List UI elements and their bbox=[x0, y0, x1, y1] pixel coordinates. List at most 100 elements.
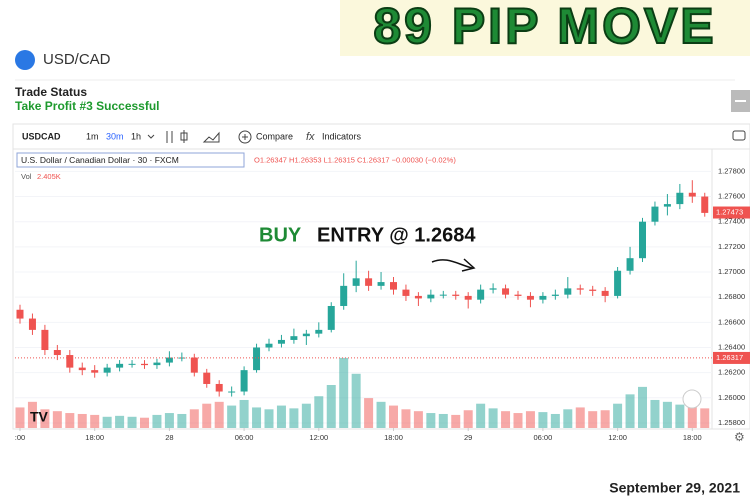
volume-bar bbox=[364, 398, 374, 428]
candle-body bbox=[626, 258, 634, 271]
legend-box bbox=[16, 152, 245, 168]
candle-body bbox=[390, 282, 397, 290]
volume-bar bbox=[164, 413, 174, 428]
candle-body bbox=[66, 355, 74, 368]
compare-icon[interactable] bbox=[238, 130, 252, 144]
candle-body bbox=[639, 221, 646, 259]
volume-bar bbox=[563, 409, 573, 428]
candle-body bbox=[477, 289, 485, 300]
candle-body bbox=[365, 278, 373, 286]
last-price-label: 1.26317 bbox=[716, 353, 743, 362]
candle-body bbox=[265, 343, 273, 348]
volume-bar bbox=[538, 412, 548, 428]
volume-bar bbox=[438, 413, 448, 428]
volume-bar bbox=[90, 414, 100, 428]
volume-bar bbox=[52, 411, 62, 428]
candle-body bbox=[228, 391, 236, 393]
volume-bar bbox=[488, 408, 498, 428]
dropdown-icon[interactable] bbox=[147, 134, 155, 139]
x-tick-label: 06:00 bbox=[235, 433, 254, 442]
status-label: Trade Status bbox=[15, 85, 87, 99]
annotation-arrow bbox=[431, 258, 476, 272]
candle-body bbox=[414, 295, 422, 299]
toolbar-symbol[interactable]: USDCAD bbox=[22, 131, 61, 141]
candle-body bbox=[116, 363, 124, 368]
x-tick-label: 29 bbox=[464, 433, 472, 442]
volume-bar bbox=[239, 399, 249, 428]
candle-body bbox=[302, 333, 310, 337]
compare-plus bbox=[242, 134, 248, 140]
annotation-buy: BUY bbox=[259, 224, 302, 246]
volume-bar bbox=[413, 411, 423, 428]
compare[interactable]: Compare bbox=[256, 131, 293, 141]
price-tag-label: 1.27473 bbox=[716, 208, 743, 217]
candle-body bbox=[141, 363, 148, 366]
candle-body bbox=[253, 347, 261, 371]
volume-bar bbox=[252, 407, 262, 428]
candle-body bbox=[526, 295, 534, 300]
candle-body bbox=[564, 288, 572, 295]
scroll-button[interactable] bbox=[682, 389, 702, 409]
candle-body bbox=[576, 288, 584, 290]
candle-body bbox=[464, 295, 472, 300]
candle-body bbox=[128, 363, 136, 365]
indicators-icon[interactable]: fx bbox=[306, 131, 315, 143]
volume-bar bbox=[65, 413, 75, 428]
volume-bar bbox=[214, 401, 224, 428]
candle-body bbox=[315, 329, 323, 334]
x-tick-label: 18:00 bbox=[384, 433, 403, 442]
volume-bar bbox=[314, 396, 324, 428]
interval[interactable]: 1m bbox=[86, 131, 99, 141]
status: Take Profit #3 Successful bbox=[15, 99, 160, 113]
candle-body bbox=[340, 285, 348, 306]
chart-type-icons[interactable] bbox=[166, 130, 220, 143]
indicators[interactable]: Indicators bbox=[322, 131, 362, 141]
volume-bar bbox=[426, 413, 436, 428]
volume-bar bbox=[675, 404, 685, 428]
volume-bar bbox=[189, 409, 199, 428]
candle-body bbox=[203, 372, 211, 384]
candle-body bbox=[277, 339, 285, 344]
candle-body bbox=[551, 294, 559, 296]
candle-body bbox=[240, 370, 248, 392]
date: September 29, 2021 bbox=[609, 480, 740, 496]
volume-bar bbox=[513, 413, 523, 428]
candle-body bbox=[190, 357, 198, 373]
volume-bar bbox=[227, 405, 237, 428]
y-tick-label: 1.27200 bbox=[718, 242, 745, 251]
headline: 89 PIP MOVE bbox=[373, 0, 716, 54]
candle-body bbox=[701, 196, 709, 213]
volume-bar bbox=[177, 413, 187, 428]
chart-frame bbox=[12, 123, 750, 430]
symbol-dot bbox=[15, 50, 35, 70]
candle-body bbox=[614, 270, 622, 296]
volume-bar bbox=[687, 405, 697, 428]
candle-body bbox=[28, 318, 36, 330]
candle-body bbox=[452, 294, 460, 296]
candle-body bbox=[601, 290, 609, 296]
volume-bar bbox=[463, 410, 473, 428]
interval[interactable]: 1h bbox=[131, 131, 141, 141]
volume-bar bbox=[650, 399, 660, 428]
volume-bar bbox=[588, 411, 598, 428]
x-tick-label: 06:00 bbox=[534, 433, 553, 442]
settings-icon[interactable]: ⚙ bbox=[734, 430, 745, 444]
volume-value: 2.405K bbox=[37, 172, 61, 181]
volume-bar bbox=[550, 413, 560, 428]
volume-bar bbox=[326, 385, 336, 428]
candle-body bbox=[165, 357, 173, 363]
volume-bar bbox=[351, 373, 361, 428]
snapshot-icon[interactable] bbox=[732, 130, 746, 141]
volume-bar bbox=[613, 403, 623, 428]
candle-body bbox=[502, 288, 510, 295]
interval[interactable]: 30m bbox=[106, 131, 124, 141]
volume-bar bbox=[289, 408, 299, 428]
y-tick-label: 1.26000 bbox=[718, 393, 745, 402]
legend-ohlc: O1.26347 H1.26353 L1.26315 C1.26317 −0.0… bbox=[254, 155, 456, 164]
y-tick-label: 1.27000 bbox=[718, 267, 745, 276]
y-tick-label: 1.26800 bbox=[718, 292, 745, 301]
tv-logo: TV bbox=[30, 409, 49, 425]
volume-bar bbox=[40, 409, 50, 428]
volume-bar bbox=[27, 401, 37, 428]
